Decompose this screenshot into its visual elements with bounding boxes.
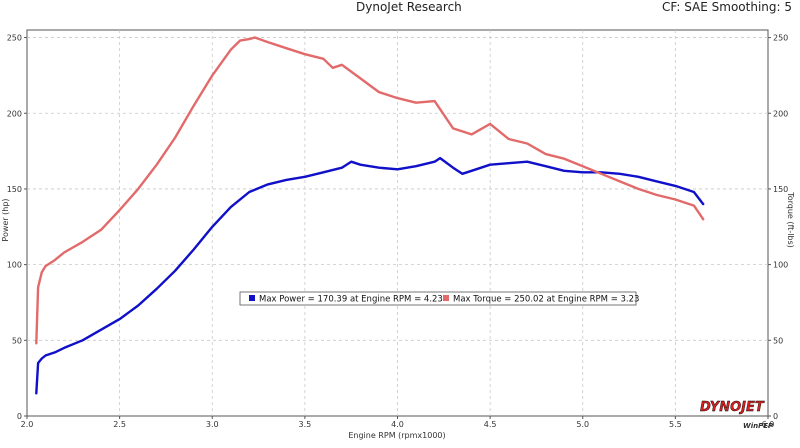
- x-tick-label: 2.5: [113, 420, 126, 429]
- y-right-tick-label: 0: [773, 412, 778, 421]
- y-right-tick-label: 100: [773, 261, 788, 270]
- torque-series-line: [35, 36, 705, 345]
- legend-box: [239, 291, 637, 306]
- y-left-tick-label: 150: [7, 185, 22, 194]
- x-tick-label: 2.0: [21, 420, 34, 429]
- y-right-tick-label: 200: [773, 109, 788, 118]
- x-tick-label: 4.0: [391, 420, 404, 429]
- y-right-tick-label: 50: [773, 336, 783, 345]
- x-tick-label: 5.0: [576, 420, 589, 429]
- y-right-tick-label: 250: [773, 34, 788, 43]
- y-left-tick-label: 50: [12, 336, 22, 345]
- y-right-tick-label: 150: [773, 185, 788, 194]
- legend-torque-entry: Max Torque = 250.02 at Engine RPM = 3.23: [453, 295, 639, 305]
- y-axis-left-label: Power (hp): [1, 198, 10, 241]
- chart-title: DynoJet Research: [356, 0, 462, 14]
- x-tick-label: 4.5: [484, 420, 497, 429]
- y-left-tick-label: 200: [7, 109, 22, 118]
- legend-power-entry: Max Power = 170.39 at Engine RPM = 4.23: [259, 295, 443, 305]
- correction-factor-label: CF: SAE Smoothing: 5: [661, 0, 792, 14]
- power-series-line: [35, 156, 705, 395]
- x-tick-label: 3.5: [299, 420, 312, 429]
- y-left-tick-label: 100: [7, 261, 22, 270]
- legend-power-swatch: [249, 295, 255, 301]
- x-tick-label: 3.0: [206, 420, 219, 429]
- y-axis-right-label: Torque (ft-lbs): [786, 191, 795, 248]
- x-tick-label: 5.5: [669, 420, 682, 429]
- grid-lines: [27, 30, 768, 416]
- legend-torque-swatch: [443, 295, 449, 301]
- y-left-tick-label: 0: [17, 412, 22, 421]
- x-axis-label: Engine RPM (rpmx1000): [348, 431, 445, 440]
- series-layer: [35, 36, 705, 395]
- legend: Max Power = 170.39 at Engine RPM = 4.23 …: [239, 291, 639, 306]
- logo-text: DYNOJET: [700, 400, 765, 415]
- y-left-tick-label: 250: [7, 34, 22, 43]
- winpep-mark: WinPEP: [743, 422, 774, 430]
- x-tick-label: 6.0: [762, 420, 775, 429]
- dynojet-logo: DYNOJET: [700, 400, 765, 415]
